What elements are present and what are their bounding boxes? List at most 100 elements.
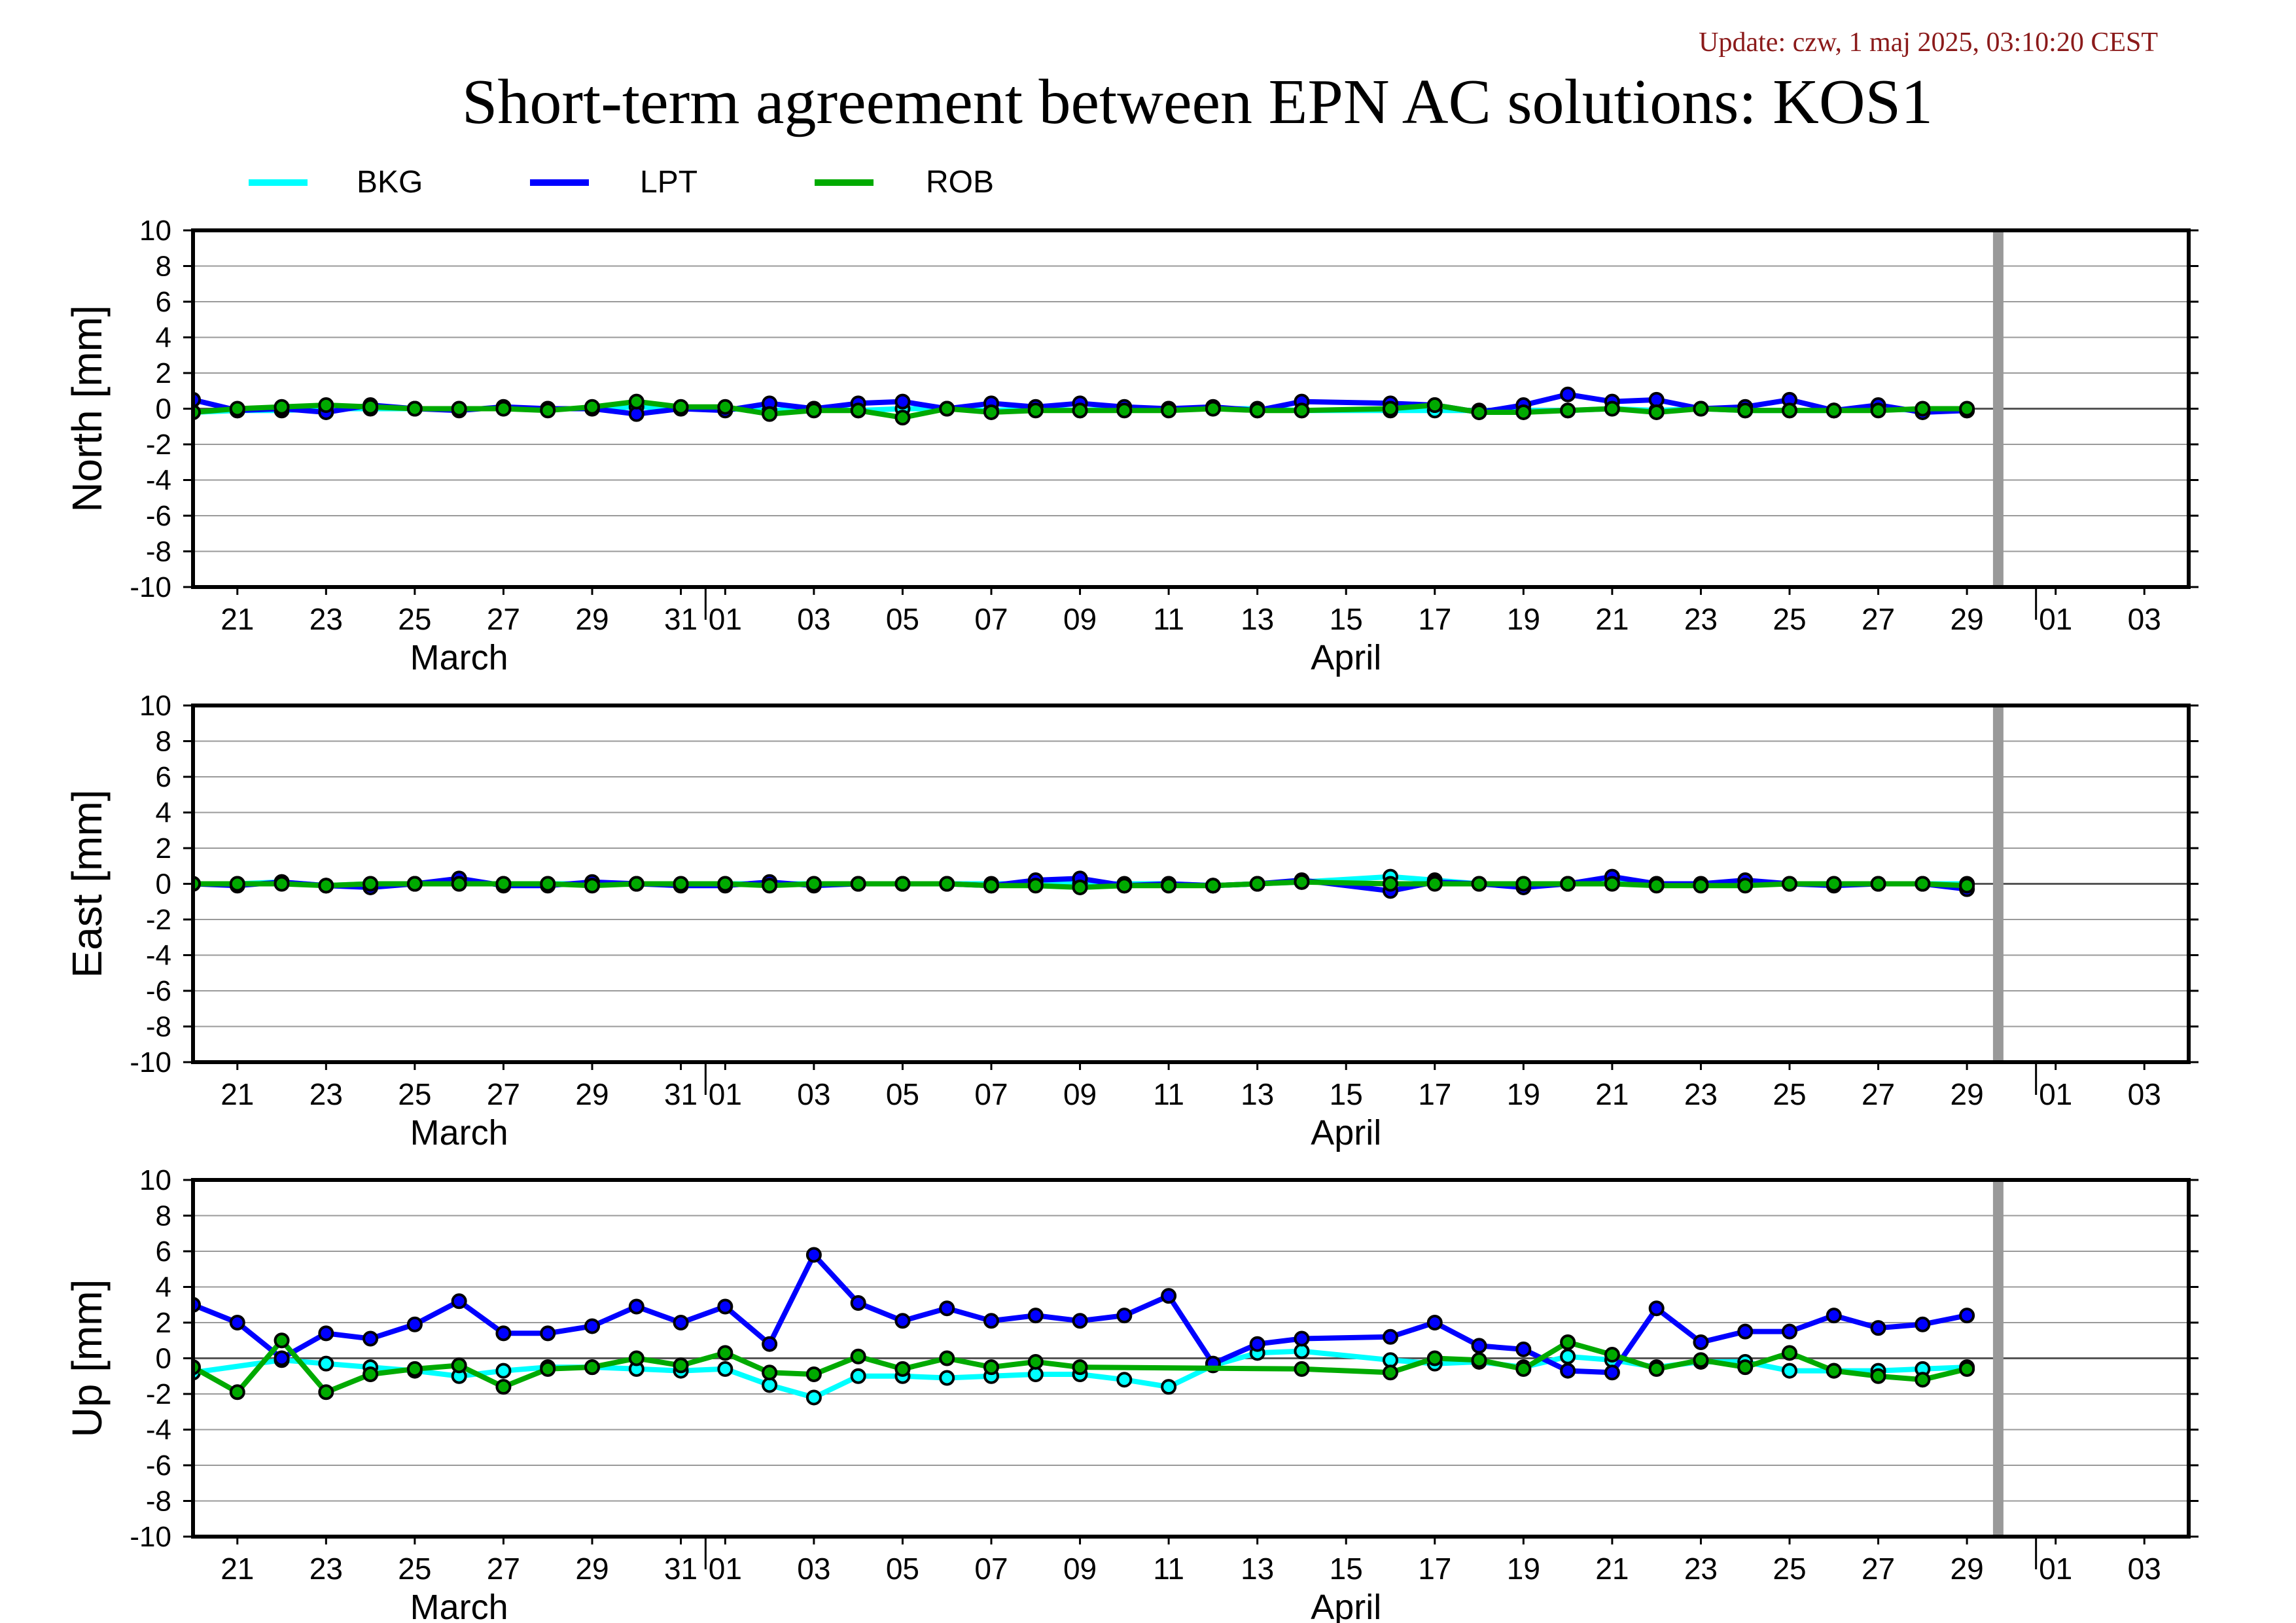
x-tick-label: 23 bbox=[1684, 1077, 1718, 1111]
data-point-lpt bbox=[983, 1313, 999, 1329]
y-tick-label: 6 bbox=[156, 286, 171, 318]
data-point-rob bbox=[1294, 874, 1310, 890]
data-point-rob bbox=[628, 393, 645, 410]
data-point-rob bbox=[1471, 404, 1487, 420]
data-point-lpt bbox=[274, 1350, 290, 1366]
data-point-lpt bbox=[451, 1293, 467, 1310]
data-point-lpt bbox=[540, 1325, 556, 1342]
data-point-lpt bbox=[1383, 1329, 1398, 1345]
data-point-rob bbox=[1027, 878, 1044, 894]
data-point-rob bbox=[1161, 878, 1177, 894]
x-tick-label: 21 bbox=[1595, 602, 1629, 636]
y-tick-label: 8 bbox=[156, 1200, 171, 1232]
x-tick-label: 29 bbox=[1951, 1077, 1984, 1111]
month-label: April bbox=[1311, 1588, 1381, 1623]
data-point-rob bbox=[1515, 404, 1532, 420]
data-point-rob bbox=[1205, 401, 1221, 417]
data-point-bkg bbox=[805, 1389, 822, 1406]
data-point-rob bbox=[540, 1361, 556, 1377]
x-tick-label: 09 bbox=[1063, 1552, 1097, 1586]
x-tick-label: 13 bbox=[1241, 602, 1274, 636]
series-rob bbox=[193, 1332, 1975, 1400]
data-point-bkg bbox=[939, 1370, 955, 1386]
data-point-rob bbox=[1782, 402, 1797, 419]
y-tick-label: 2 bbox=[156, 1307, 171, 1339]
data-point-rob bbox=[1826, 876, 1842, 892]
data-point-lpt bbox=[1693, 1334, 1709, 1350]
x-tick-label: 31 bbox=[664, 602, 698, 636]
data-point-rob bbox=[318, 1384, 334, 1400]
data-point-lpt bbox=[1426, 1315, 1443, 1330]
data-point-lpt bbox=[495, 1325, 512, 1342]
data-point-rob bbox=[318, 397, 334, 414]
y-tick-label: -10 bbox=[130, 1046, 171, 1079]
data-point-rob bbox=[805, 876, 822, 892]
x-tick-label: 25 bbox=[398, 1552, 431, 1586]
series-line-lpt bbox=[193, 1252, 1968, 1376]
data-point-rob bbox=[584, 1359, 600, 1376]
data-point-lpt bbox=[1072, 1313, 1088, 1329]
data-point-rob bbox=[1915, 876, 1931, 892]
data-point-rob bbox=[362, 1366, 379, 1383]
legend: BKG LPT ROB bbox=[249, 165, 994, 200]
data-point-lpt bbox=[894, 393, 911, 410]
data-point-bkg bbox=[1294, 1343, 1310, 1359]
series-lpt bbox=[193, 1247, 1975, 1381]
x-tick-label: 27 bbox=[487, 1552, 520, 1586]
data-point-rob bbox=[1959, 878, 1975, 894]
x-tick-label: 03 bbox=[2128, 602, 2161, 636]
y-tick-label: -8 bbox=[146, 1486, 171, 1518]
data-point-bkg bbox=[1560, 1348, 1576, 1364]
east-panel: 10 86 420-2 -4-6 -8-10 East [mm] 21 23 25 27 29 31 0… bbox=[63, 690, 2199, 1152]
x-tick-label: 09 bbox=[1063, 1077, 1097, 1111]
data-point-rob bbox=[673, 1357, 689, 1374]
data-point-lpt bbox=[1959, 1308, 1975, 1324]
data-point-rob bbox=[939, 1350, 955, 1366]
data-point-rob bbox=[1471, 876, 1487, 892]
plot-frame bbox=[191, 1178, 2191, 1539]
x-tick-label: 17 bbox=[1418, 602, 1451, 636]
data-point-rob bbox=[1604, 1347, 1620, 1363]
data-point-rob bbox=[1915, 1372, 1931, 1388]
data-point-rob bbox=[939, 876, 955, 892]
data-point-rob bbox=[762, 1364, 778, 1381]
x-tick-label: 25 bbox=[398, 1077, 431, 1111]
y-tick-label: 10 bbox=[139, 215, 171, 247]
up-panel: 10 8 6 42 0-2 -4 -6 -8-10 Up [mm] 21 23 25 27 29 31 01 0… bbox=[63, 1164, 2199, 1623]
legend-label-rob: ROB bbox=[926, 165, 994, 200]
x-tick-label: 19 bbox=[1507, 602, 1540, 636]
data-point-bkg bbox=[762, 1377, 778, 1393]
x-tick-label: 13 bbox=[1241, 1552, 1274, 1586]
x-tick-label: 29 bbox=[575, 1552, 609, 1586]
data-point-rob bbox=[717, 399, 733, 415]
y-tick-label: -4 bbox=[146, 1414, 171, 1446]
data-point-rob bbox=[805, 402, 822, 419]
x-tick-label: 19 bbox=[1507, 1552, 1540, 1586]
x-tick-label: 21 bbox=[221, 1552, 254, 1586]
data-point-rob bbox=[1249, 876, 1265, 892]
data-point-rob bbox=[1471, 1352, 1487, 1368]
x-tick-label: 23 bbox=[1684, 602, 1718, 636]
x-tick-label: 01 bbox=[2039, 602, 2072, 636]
data-point-lpt bbox=[1737, 1323, 1754, 1340]
x-tick-label: 29 bbox=[1951, 1552, 1984, 1586]
data-point-rob bbox=[1826, 1363, 1842, 1379]
data-point-rob bbox=[1383, 876, 1398, 892]
data-point-rob bbox=[1161, 402, 1177, 419]
data-point-bkg bbox=[1027, 1366, 1044, 1383]
data-point-rob bbox=[1560, 876, 1576, 892]
data-point-rob bbox=[495, 876, 512, 892]
y-axis-label: East [mm] bbox=[63, 789, 111, 978]
data-point-rob bbox=[1426, 397, 1443, 414]
y-tick-label: 2 bbox=[156, 357, 171, 389]
data-point-rob bbox=[540, 876, 556, 892]
x-tick-label: 17 bbox=[1418, 1077, 1451, 1111]
data-point-lpt bbox=[1915, 1316, 1931, 1332]
y-tick-label: -4 bbox=[146, 940, 171, 972]
data-point-rob bbox=[318, 878, 334, 894]
data-point-rob bbox=[406, 401, 423, 417]
y-tick-label: 4 bbox=[156, 322, 171, 354]
x-tick-label: 21 bbox=[221, 1077, 254, 1111]
x-tick-label: 15 bbox=[1330, 1077, 1363, 1111]
